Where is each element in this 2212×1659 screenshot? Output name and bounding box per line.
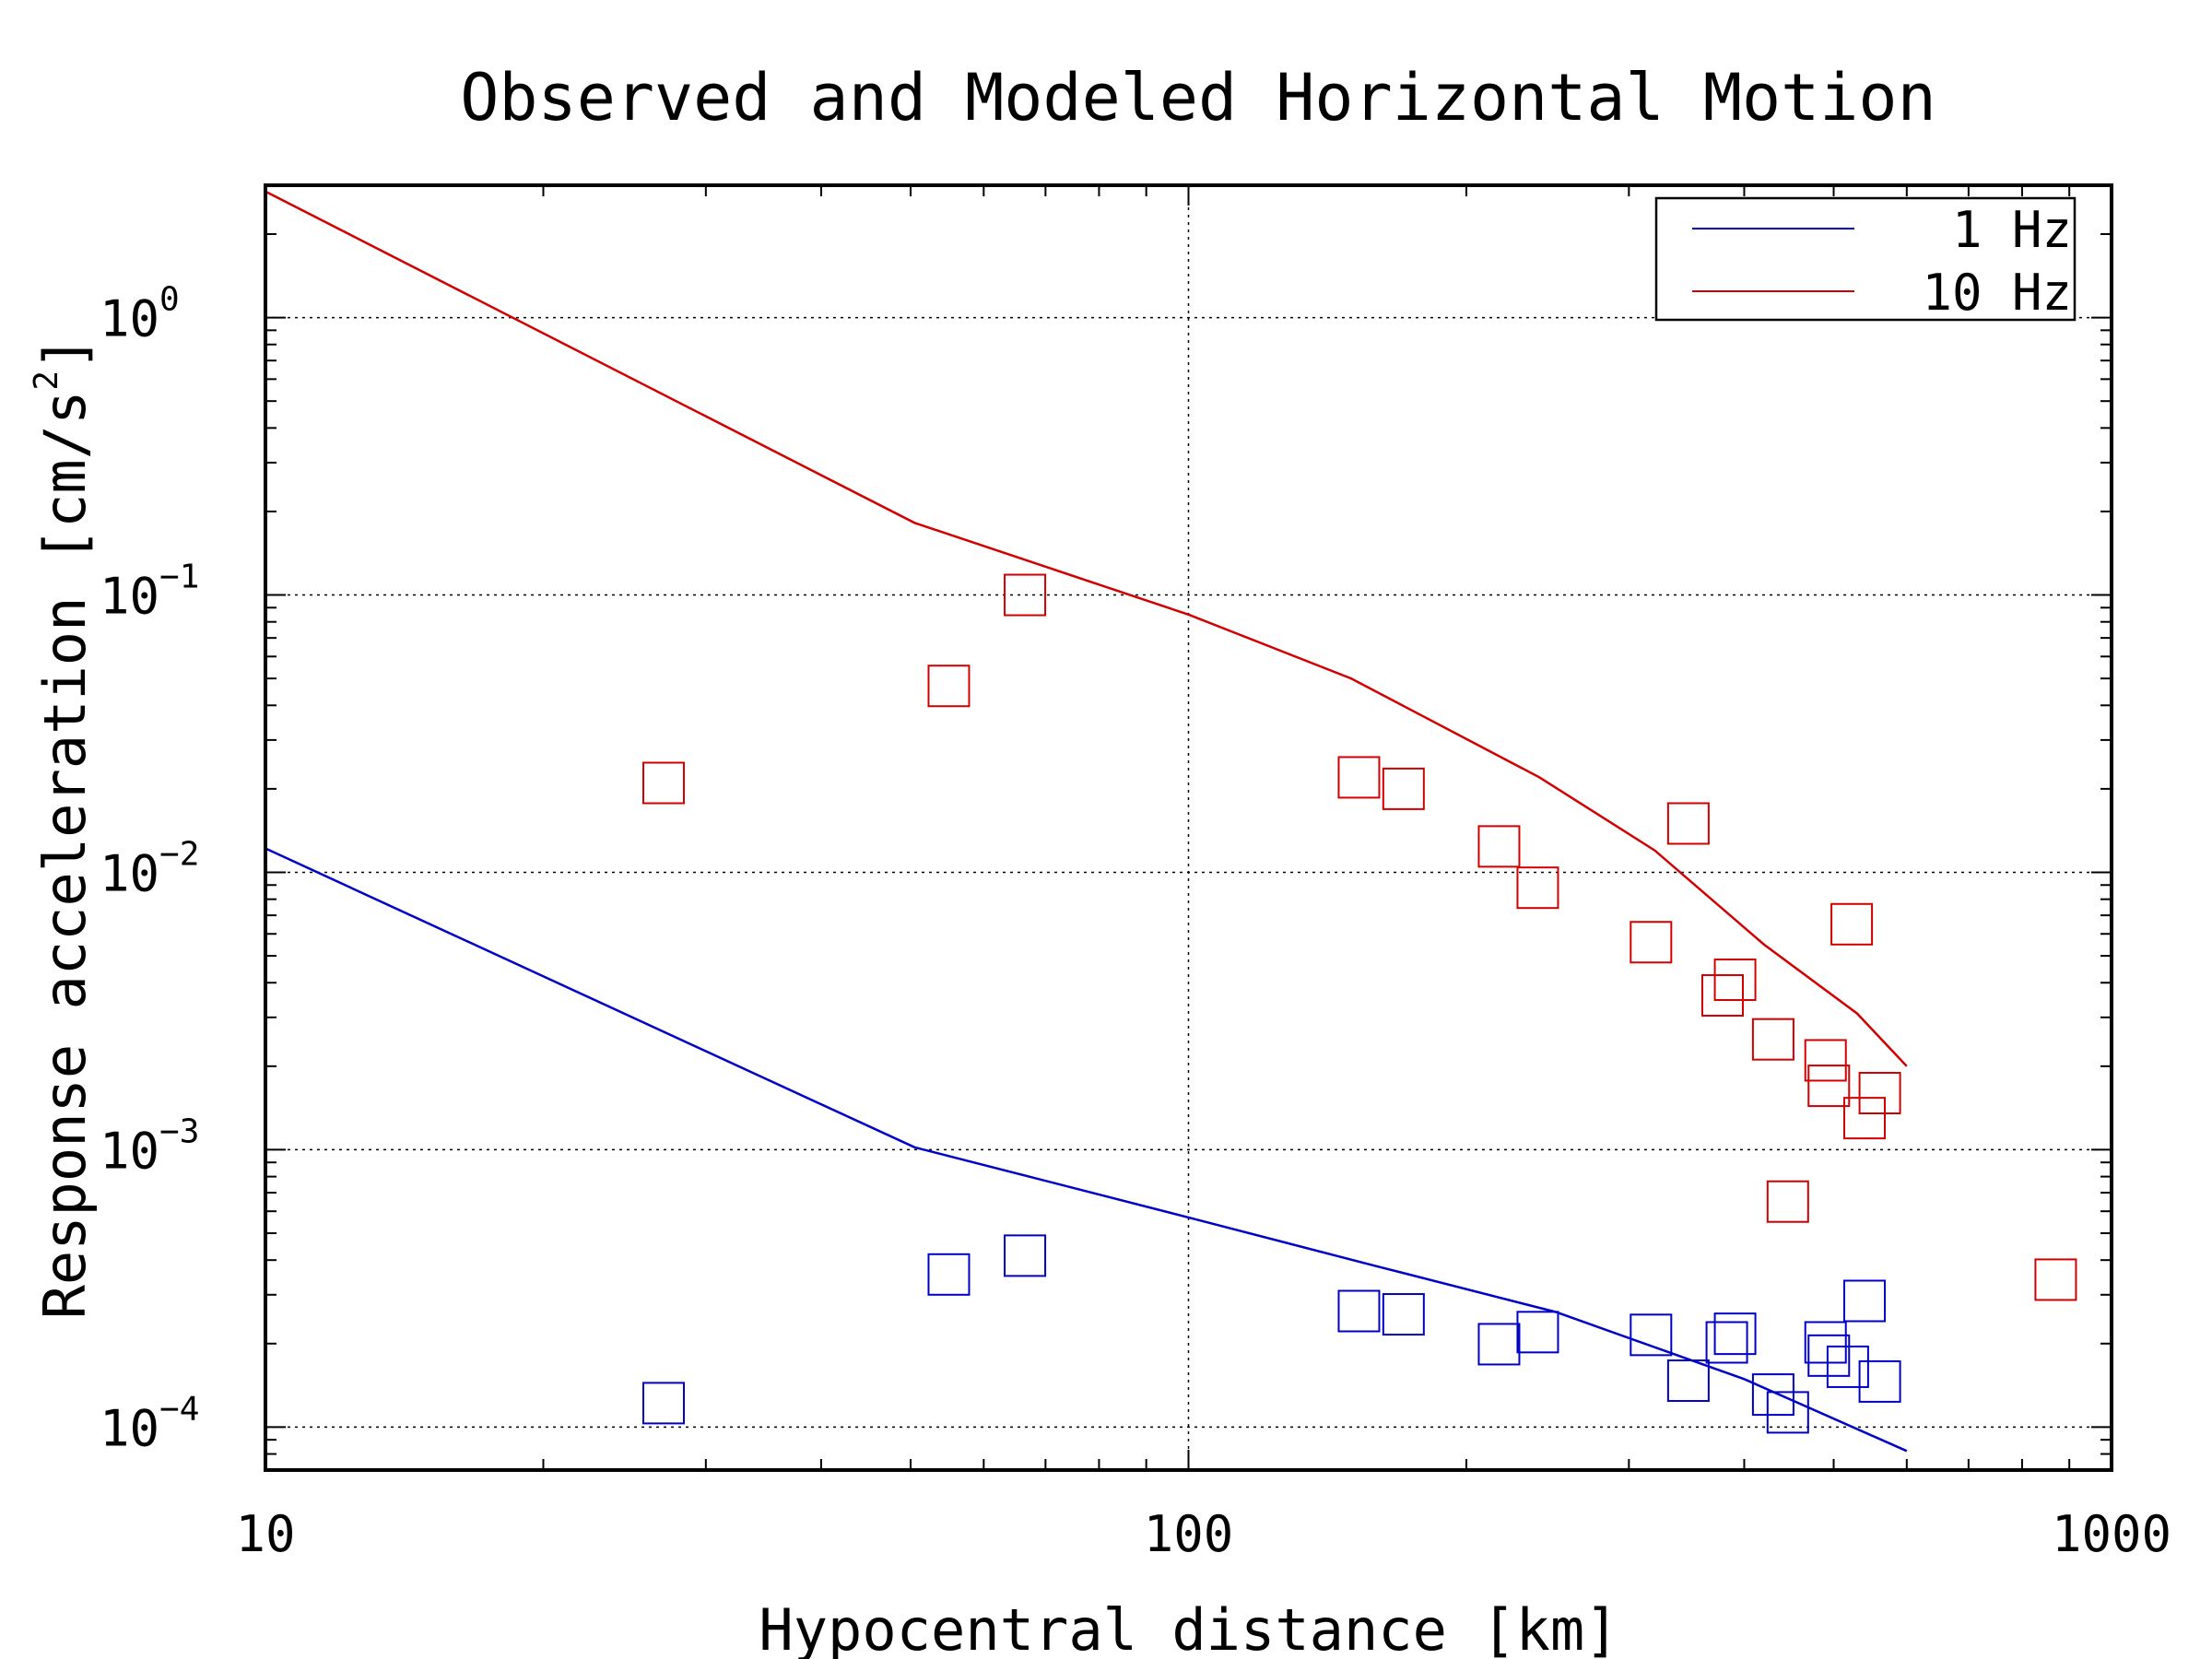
y-axis-label-bracket: ] [31,336,99,371]
y-axis-label: Response acceleration [cm/s2] [28,336,99,1320]
y-tick-base: 10 [100,1399,159,1457]
observed-point-1hz [1477,1323,1521,1366]
legend-label-10hz: 10 Hz [1922,264,2072,322]
observed-point-10hz [2034,1258,2077,1301]
observed-point-10hz [1666,802,1710,845]
y-tick-label: 100 [100,281,180,348]
y-tick-exponent: 0 [159,281,180,319]
x-tick-label: 100 [1144,1505,1234,1563]
observed-point-10hz [1751,1018,1794,1061]
y-axis-label-text: Response acceleration [cm/s [31,391,99,1320]
observed-point-10hz [1004,573,1047,617]
observed-point-1hz [1751,1373,1794,1417]
observed-point-10hz [1804,1039,1847,1082]
observed-point-10hz [1477,825,1521,868]
observed-point-10hz [1842,1097,1886,1140]
series-layer [265,190,2077,1453]
x-tick-label: 10 [235,1505,295,1563]
observed-point-1hz [1842,1279,1886,1323]
observed-point-1hz [1382,1293,1425,1336]
plot-frame [264,183,2113,1472]
observed-point-10hz [1858,1072,1901,1115]
x-axis-label: Hypocentral distance [km] [759,1596,1618,1659]
observed-point-10hz [1382,767,1425,810]
observed-point-10hz [1807,1065,1851,1108]
observed-point-1hz [927,1253,971,1296]
observed-point-1hz [1713,1312,1757,1356]
legend: 1 Hz 10 Hz [1654,196,2077,322]
observed-point-10hz [1701,974,1745,1018]
y-tick-label: 10−3 [100,1112,199,1180]
y-tick-label: 10−2 [100,835,199,902]
model-line-1hz [265,847,1908,1453]
observed-point-1hz [1666,1359,1710,1403]
grid [265,185,2112,1470]
observed-point-1hz [1766,1391,1809,1434]
observed-point-1hz [1858,1359,1901,1403]
y-tick-exponent: −1 [159,559,199,596]
x-tick-label: 1000 [2052,1505,2171,1563]
observed-point-10hz [1830,902,1874,946]
observed-point-1hz [1337,1289,1381,1333]
y-axis-label-superscript: 2 [28,371,65,391]
y-tick-exponent: −2 [159,835,199,873]
observed-point-10hz [1630,921,1673,964]
y-tick-base: 10 [100,568,159,626]
observed-point-1hz [1826,1345,1869,1388]
observed-point-1hz [1804,1321,1847,1364]
y-tick-base: 10 [100,290,159,348]
observed-point-10hz [1516,866,1559,910]
observed-point-1hz [1630,1313,1673,1357]
observed-point-10hz [1713,959,1757,1002]
observed-point-1hz [642,1382,686,1425]
observed-point-1hz [1705,1321,1748,1364]
legend-box [1654,196,2077,322]
observed-point-10hz [927,665,971,708]
observed-point-1hz [1807,1334,1851,1377]
observed-point-10hz [1766,1180,1809,1223]
y-tick-exponent: −4 [159,1390,199,1428]
observed-point-1hz [1004,1234,1047,1277]
legend-label-1hz: 1 Hz [1952,201,2072,259]
chart-title: Observed and Modeled Horizontal Motion [460,60,1936,135]
observed-point-10hz [642,761,686,805]
series-10hz [265,190,2077,1301]
y-tick-base: 10 [100,1122,159,1180]
observed-point-10hz [1337,756,1381,799]
y-tick-label: 10−1 [100,559,199,626]
y-tick-label: 10−4 [100,1390,199,1457]
observed-point-1hz [1516,1311,1559,1354]
model-line-10hz [265,190,1908,1067]
y-tick-base: 10 [100,844,159,902]
series-1hz [265,847,1908,1453]
y-tick-exponent: −3 [159,1112,199,1150]
